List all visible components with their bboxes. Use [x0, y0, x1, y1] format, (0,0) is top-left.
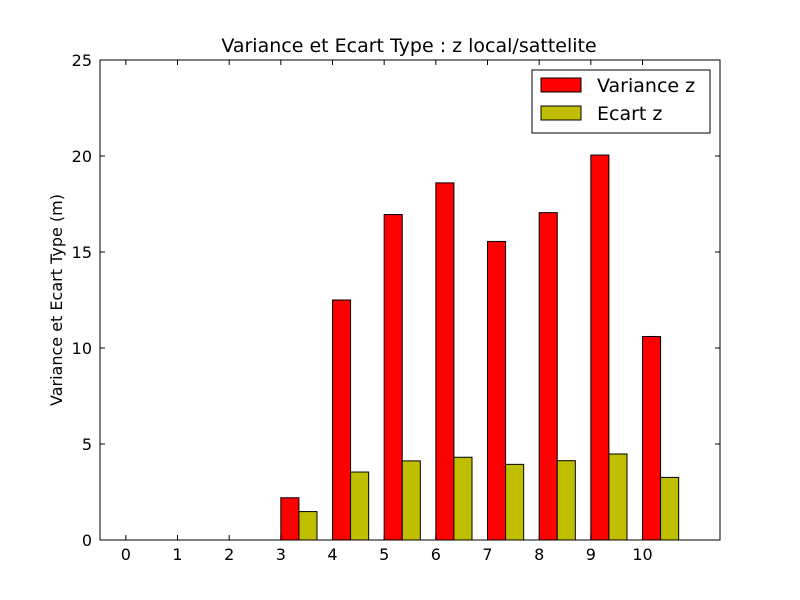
legend-label-variance: Variance z — [597, 75, 695, 97]
y-tick-label-5: 5 — [82, 435, 92, 454]
y-tick-label-10: 10 — [72, 339, 92, 358]
legend: Variance z Ecart z — [531, 69, 711, 134]
x-tick-label-0: 0 — [121, 545, 131, 564]
legend-swatch-ecart — [540, 105, 582, 121]
legend-swatch-variance — [540, 77, 582, 93]
chart-title: Variance et Ecart Type : z local/satteli… — [221, 35, 596, 57]
x-tick-label-3: 3 — [276, 545, 286, 564]
legend-label-ecart: Ecart z — [597, 103, 662, 125]
bar-ecart-10 — [660, 476, 680, 541]
bar-variance-9 — [590, 154, 610, 541]
bars-group — [125, 154, 680, 541]
x-tick-label-5: 5 — [379, 545, 389, 564]
bar-ecart-8 — [556, 460, 576, 541]
plot-area-frame — [99, 59, 721, 541]
x-tick-label-8: 8 — [534, 545, 544, 564]
x-tick-label-6: 6 — [431, 545, 441, 564]
x-tick-label-2: 2 — [224, 545, 234, 564]
ticks-group: 0 1 2 3 4 5 6 7 8 9 10 0 5 10 15 20 25 — [72, 51, 720, 564]
bar-variance-5 — [383, 214, 403, 541]
bar-ecart-5 — [401, 460, 421, 541]
bar-ecart-6 — [453, 456, 473, 541]
bar-ecart-9 — [608, 453, 628, 541]
bar-variance-4 — [332, 299, 352, 541]
bar-ecart-3 — [298, 511, 318, 541]
bar-ecart-7 — [505, 463, 525, 541]
y-tick-label-0: 0 — [82, 531, 92, 550]
y-tick-label-15: 15 — [72, 243, 92, 262]
x-tick-label-4: 4 — [327, 545, 337, 564]
bar-variance-7 — [487, 240, 507, 541]
x-tick-label-9: 9 — [586, 545, 596, 564]
x-tick-label-1: 1 — [172, 545, 182, 564]
x-tick-label-7: 7 — [482, 545, 492, 564]
bar-variance-10 — [642, 335, 662, 541]
y-axis-label: Variance et Ecart Type (m) — [47, 194, 66, 406]
y-tick-label-20: 20 — [72, 147, 92, 166]
x-tick-label-10: 10 — [632, 545, 652, 564]
bar-ecart-4 — [350, 471, 370, 541]
bar-variance-6 — [435, 182, 455, 541]
y-tick-label-25: 25 — [72, 51, 92, 70]
bar-variance-3 — [280, 497, 300, 541]
bar-variance-8 — [538, 212, 558, 541]
